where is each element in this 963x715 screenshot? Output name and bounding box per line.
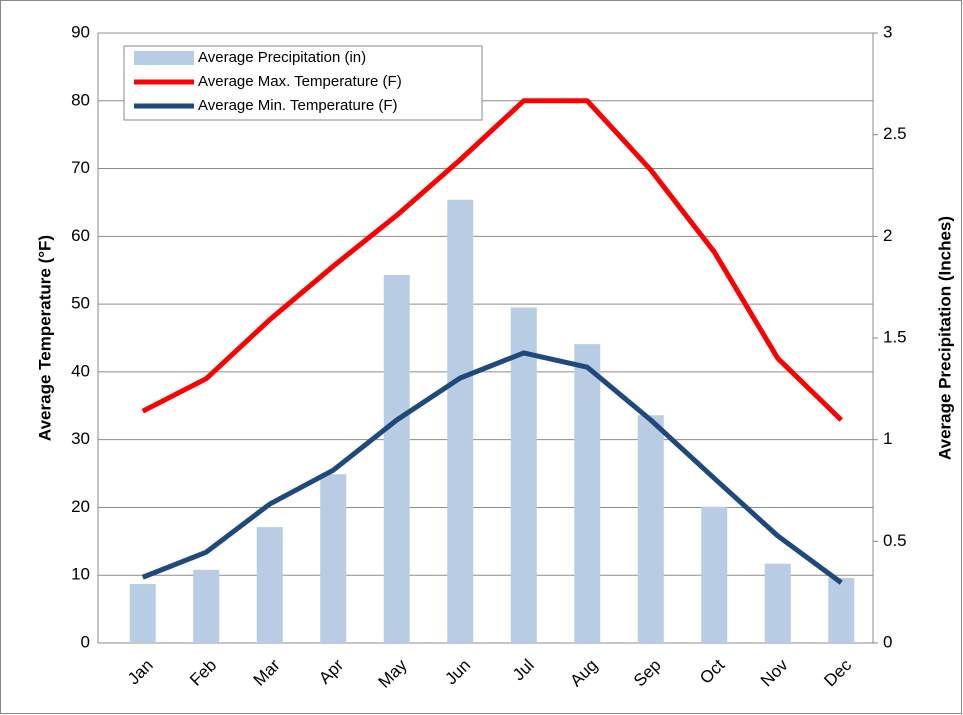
bar: [129, 584, 156, 643]
y2-tick-label: 2: [883, 226, 892, 245]
line: [141, 350, 843, 585]
bar: [320, 474, 347, 643]
y2-tick-label: 0.5: [883, 531, 907, 550]
y2-tick-label: 1.5: [883, 327, 907, 346]
y-tick-label: 40: [71, 361, 90, 380]
y-tick-label: 10: [71, 565, 90, 584]
y-axis-title: Average Temperature (°F): [35, 235, 54, 441]
bar: [383, 274, 410, 643]
y-tick-label: 0: [81, 632, 90, 651]
bar: [447, 199, 474, 643]
bar: [193, 569, 220, 643]
y-tick-label: 20: [71, 497, 90, 516]
bar: [256, 527, 283, 643]
y2-axis-title: Average Precipitation (Inches): [935, 216, 954, 460]
legend-swatch: [134, 51, 194, 65]
y-tick-label: 30: [71, 429, 90, 448]
y2-tick-label: 3: [883, 22, 892, 41]
legend-label: Average Min. Temperature (F): [198, 97, 398, 114]
legend-label: Average Precipitation (in): [198, 49, 366, 66]
legend-label: Average Max. Temperature (F): [198, 73, 402, 90]
bar: [764, 563, 791, 643]
bar: [510, 307, 537, 643]
y-tick-label: 80: [71, 90, 90, 109]
line: [141, 98, 843, 422]
bar: [637, 415, 664, 643]
y2-tick-label: 1: [883, 429, 892, 448]
y-tick-label: 50: [71, 294, 90, 313]
bar: [828, 577, 855, 643]
y-tick-label: 70: [71, 158, 90, 177]
bar: [701, 506, 728, 643]
bar: [574, 344, 601, 643]
y2-tick-label: 2.5: [883, 124, 907, 143]
y-tick-label: 60: [71, 226, 90, 245]
y2-tick-label: 0: [883, 632, 892, 651]
y-tick-label: 90: [71, 22, 90, 41]
